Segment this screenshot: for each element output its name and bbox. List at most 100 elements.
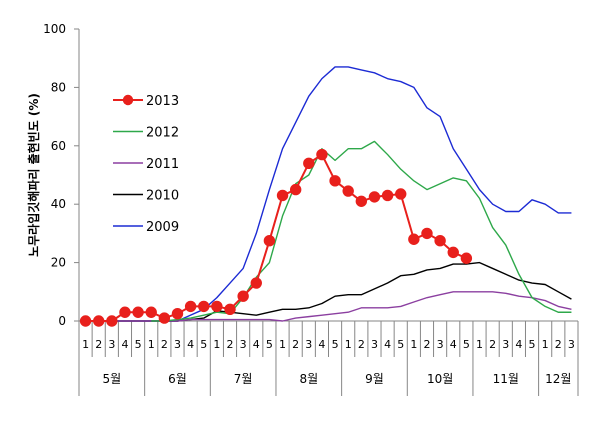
legend-item-2013: 2013: [113, 94, 179, 109]
legend-item-2011: 2011: [113, 157, 179, 172]
x-week-label: 5: [463, 338, 470, 351]
x-week-label: 2: [161, 338, 168, 351]
series-layer: [79, 66, 572, 327]
data-point-2013: [460, 252, 473, 264]
x-week-label: 4: [384, 338, 391, 351]
y-tick-label: 20: [51, 256, 66, 270]
x-week-label: 5: [266, 338, 273, 351]
x-axis: 1 2 3 4 5 1 2 3 4 5 1 2 3 4 5 1 2 3 4 5 1 2 3 4 5 1 2 3 4 5 1 2 3 4 5 1 2 35월…: [78, 320, 579, 396]
data-point-2013: [434, 235, 446, 247]
x-week-label: 1: [213, 338, 220, 351]
x-week-label: 5: [135, 338, 142, 351]
legend-label: 2010: [146, 189, 179, 204]
x-week-label: 1: [542, 338, 549, 351]
x-month-label: 5월: [102, 372, 121, 386]
x-week-label: 3: [371, 338, 378, 351]
data-point-2013: [211, 300, 223, 313]
y-axis: 0 20 40 60 80 100: [43, 22, 80, 328]
x-week-label: 1: [148, 338, 155, 351]
legend: 2013 2012 2011 2010 2009: [113, 94, 179, 235]
x-week-label: 2: [292, 338, 299, 351]
data-point-2013: [79, 315, 92, 327]
data-point-2013: [250, 277, 262, 289]
x-week-label: 2: [95, 338, 102, 351]
x-month-label: 10월: [427, 372, 453, 386]
x-week-label: 4: [318, 338, 325, 351]
data-point-2013: [289, 183, 302, 196]
x-month-label: 6월: [168, 372, 187, 386]
legend-item-2009: 2009: [113, 220, 179, 235]
data-point-2013: [92, 315, 105, 327]
x-month-label: 7월: [234, 372, 253, 386]
y-tick-label: 0: [58, 314, 66, 328]
y-tick-label: 60: [51, 139, 66, 153]
y-axis-label: 노무라입깃해파리 출현빈도 (%): [26, 93, 41, 257]
data-point-2013: [342, 185, 354, 197]
data-point-2013: [316, 148, 328, 161]
x-month-label: 12월: [545, 372, 571, 386]
data-point-2013: [355, 195, 368, 207]
y-tick-label: 100: [43, 22, 66, 36]
x-week-label: 3: [568, 338, 575, 351]
x-month-label: 8월: [299, 372, 318, 386]
series-line-2011: [85, 291, 572, 322]
x-week-label: 4: [187, 338, 194, 351]
x-week-label: 1: [410, 338, 417, 351]
data-point-2013: [119, 306, 131, 318]
x-week-label: 2: [555, 338, 562, 351]
x-week-label: 3: [502, 338, 509, 351]
x-week-label: 3: [174, 338, 181, 351]
x-week-label: 5: [200, 338, 207, 351]
data-point-2013: [198, 300, 210, 313]
data-point-2013: [368, 191, 381, 203]
y-tick-label: 40: [51, 197, 66, 211]
data-point-2013: [303, 157, 315, 170]
data-point-2013: [132, 306, 144, 318]
data-point-2013: [329, 175, 341, 187]
x-week-label: 3: [437, 338, 444, 351]
x-month-label: 11월: [493, 372, 519, 386]
x-week-label: 5: [397, 338, 404, 351]
x-week-label: 2: [489, 338, 496, 351]
data-point-2013: [263, 235, 276, 247]
x-week-label: 1: [279, 338, 286, 351]
x-week-label: 5: [332, 338, 339, 351]
legend-marker: [122, 94, 134, 106]
legend-item-2010: 2010: [113, 189, 179, 204]
series-2012: [151, 140, 572, 322]
x-week-label: 2: [358, 338, 365, 351]
data-point-2013: [184, 300, 197, 313]
data-point-2013: [421, 227, 433, 240]
legend-label: 2009: [146, 220, 179, 235]
x-week-label: 2: [423, 338, 430, 351]
y-tick-label: 80: [51, 80, 66, 94]
data-point-2013: [237, 290, 249, 302]
series-2013: [79, 148, 473, 327]
x-week-label: 3: [240, 338, 247, 351]
x-week-label: 1: [476, 338, 483, 351]
series-line-2012: [151, 140, 572, 322]
data-point-2013: [106, 315, 118, 327]
data-point-2013: [447, 246, 459, 259]
data-point-2013: [381, 189, 394, 202]
legend-label: 2011: [146, 157, 179, 172]
data-point-2013: [408, 233, 420, 245]
x-week-label: 4: [121, 338, 128, 351]
x-week-label: 5: [529, 338, 536, 351]
x-week-label: 2: [227, 338, 234, 351]
data-point-2013: [395, 188, 407, 200]
legend-label: 2012: [146, 126, 179, 141]
data-point-2013: [171, 308, 184, 320]
x-week-label: 1: [345, 338, 352, 351]
legend-label: 2013: [146, 94, 179, 109]
data-point-2013: [224, 303, 236, 316]
data-point-2013: [158, 312, 171, 324]
legend-item-2012: 2012: [113, 126, 179, 141]
x-week-label: 4: [253, 338, 260, 351]
data-point-2013: [145, 306, 157, 318]
x-week-label: 3: [305, 338, 312, 351]
series-2011: [85, 291, 572, 322]
x-week-label: 4: [515, 338, 522, 351]
x-week-label: 3: [108, 338, 115, 351]
